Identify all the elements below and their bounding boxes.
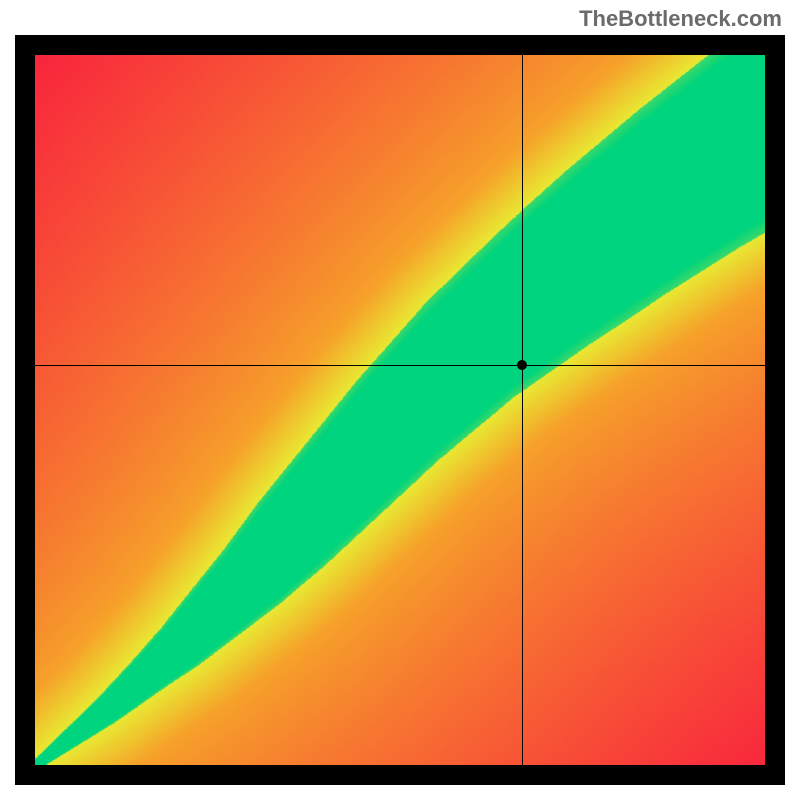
crosshair-vertical — [522, 55, 523, 765]
heatmap-plot — [35, 55, 765, 765]
crosshair-horizontal — [35, 365, 765, 366]
heatmap-canvas — [35, 55, 765, 765]
chart-frame — [15, 35, 785, 785]
point-marker — [517, 360, 527, 370]
watermark-text: TheBottleneck.com — [579, 6, 782, 32]
root-container: TheBottleneck.com — [0, 0, 800, 800]
